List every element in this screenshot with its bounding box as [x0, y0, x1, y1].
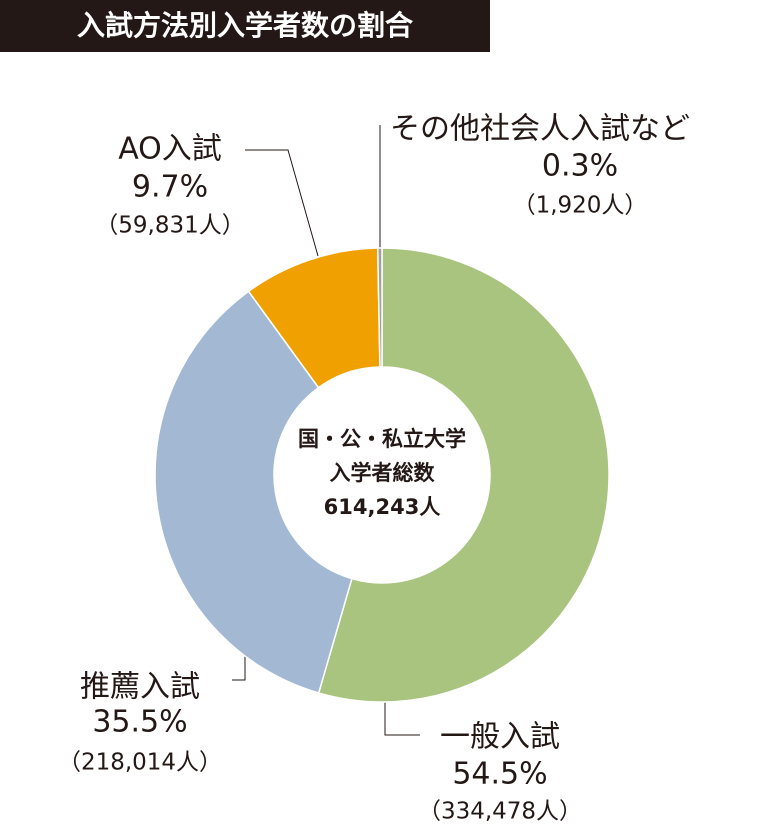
- count-label: （334,478人）: [418, 799, 582, 825]
- value-label: 35.5%: [92, 705, 187, 740]
- slice-label: 推薦入試: [80, 670, 200, 705]
- value-label: 0.3%: [542, 149, 618, 184]
- value-label: 9.7%: [132, 170, 208, 205]
- count-label: （218,014人）: [58, 750, 222, 776]
- slice: [317, 247, 610, 703]
- chart-title: 入試方法別入学者数の割合: [77, 9, 414, 42]
- center-text: 国・公・私立大学: [298, 427, 466, 451]
- title-box: [0, 0, 490, 52]
- slice-label: 一般入試: [440, 720, 560, 755]
- count-label: （59,831人）: [95, 213, 244, 239]
- slice: [376, 247, 383, 368]
- slice-label: その他社会人入試など: [390, 112, 690, 147]
- count-label: （1,920人）: [513, 193, 648, 219]
- slice-label: AO入試: [118, 132, 222, 167]
- center-text: 614,243人: [324, 495, 441, 519]
- leader-line: [245, 149, 319, 257]
- center-text: 入学者総数: [330, 461, 436, 485]
- slice: [154, 290, 353, 694]
- value-label: 54.5%: [452, 757, 547, 792]
